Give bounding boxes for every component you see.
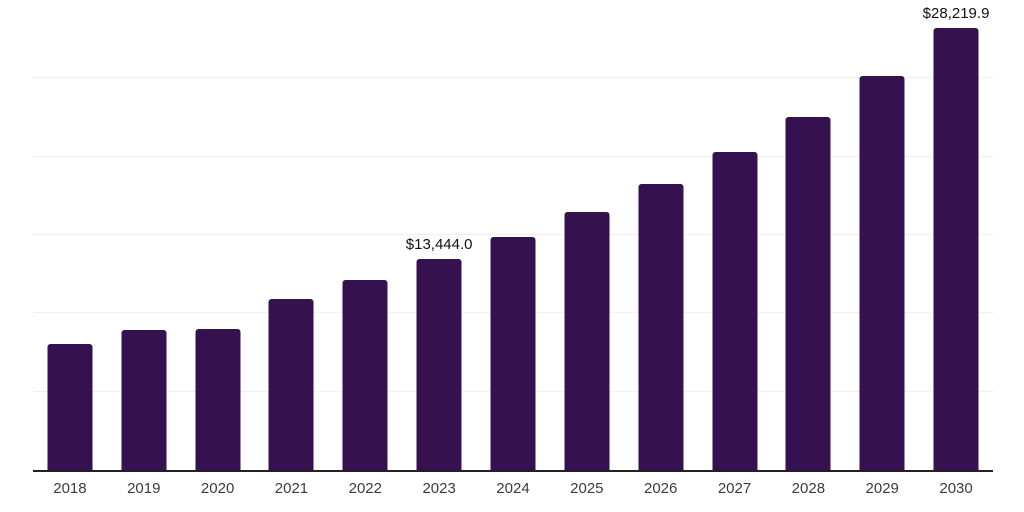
x-axis-label-2027: 2027 [717,480,752,497]
bar-2019[interactable] [121,329,167,470]
bar-column-2027 [698,0,772,470]
x-axis-label-2024: 2024 [496,480,530,497]
x-axis-label-2030: 2030 [939,480,973,497]
x-axis-label-2020: 2020 [200,480,235,497]
bar-column-2028 [771,0,845,470]
bar-column-2030: $28,219.9 [919,0,993,470]
x-axis-label-2022: 2022 [348,480,382,497]
gridline-25000 [33,77,993,79]
bar-column-2025 [550,0,624,470]
bar-2018[interactable] [47,344,93,470]
bar-2030[interactable] [933,27,979,470]
bar-column-2024 [476,0,550,470]
bar-2026[interactable] [638,184,684,470]
bar-column-2029 [845,0,919,470]
bar-column-2019 [107,0,181,470]
bar-2029[interactable] [859,76,905,470]
bar-2022[interactable] [342,280,388,470]
bar-column-2022 [328,0,402,470]
bar-column-2023: $13,444.0 [402,0,476,470]
x-axis-label-2025: 2025 [570,480,604,497]
x-axis-label-2018: 2018 [53,480,87,497]
bar-column-2026 [624,0,698,470]
x-axis-labels: 2018 2019 2020 2021 2022 2023 2024 2025 2026 2027… [33,480,993,497]
bar-2020[interactable] [195,328,241,470]
gridline-20000 [33,155,993,157]
x-axis-label-2019: 2019 [127,480,161,497]
bar-2023[interactable] [416,259,462,470]
bar-2025[interactable] [564,212,610,470]
bar-column-2018 [33,0,107,470]
x-axis-label-2026: 2026 [643,480,678,497]
bar-2021[interactable] [268,298,314,470]
bar-2027[interactable] [712,152,758,470]
bar-2024[interactable] [490,236,536,470]
bar-2028[interactable] [785,117,831,470]
data-label-2030: $28,219.9 [922,4,990,22]
x-axis-label-2028: 2028 [791,480,826,497]
bars: $13,444.0 $28,219.9 [33,0,993,470]
x-axis-label-2021: 2021 [274,480,309,497]
bar-column-2021 [255,0,329,470]
x-axis-label-2029: 2029 [865,480,899,497]
plot-area: $13,444.0 $28,219.9 [33,0,993,472]
data-label-2023: $13,444.0 [405,236,473,254]
x-axis-label-2023: 2023 [422,480,456,497]
bar-column-2020 [181,0,255,470]
gridline-15000 [33,234,993,235]
